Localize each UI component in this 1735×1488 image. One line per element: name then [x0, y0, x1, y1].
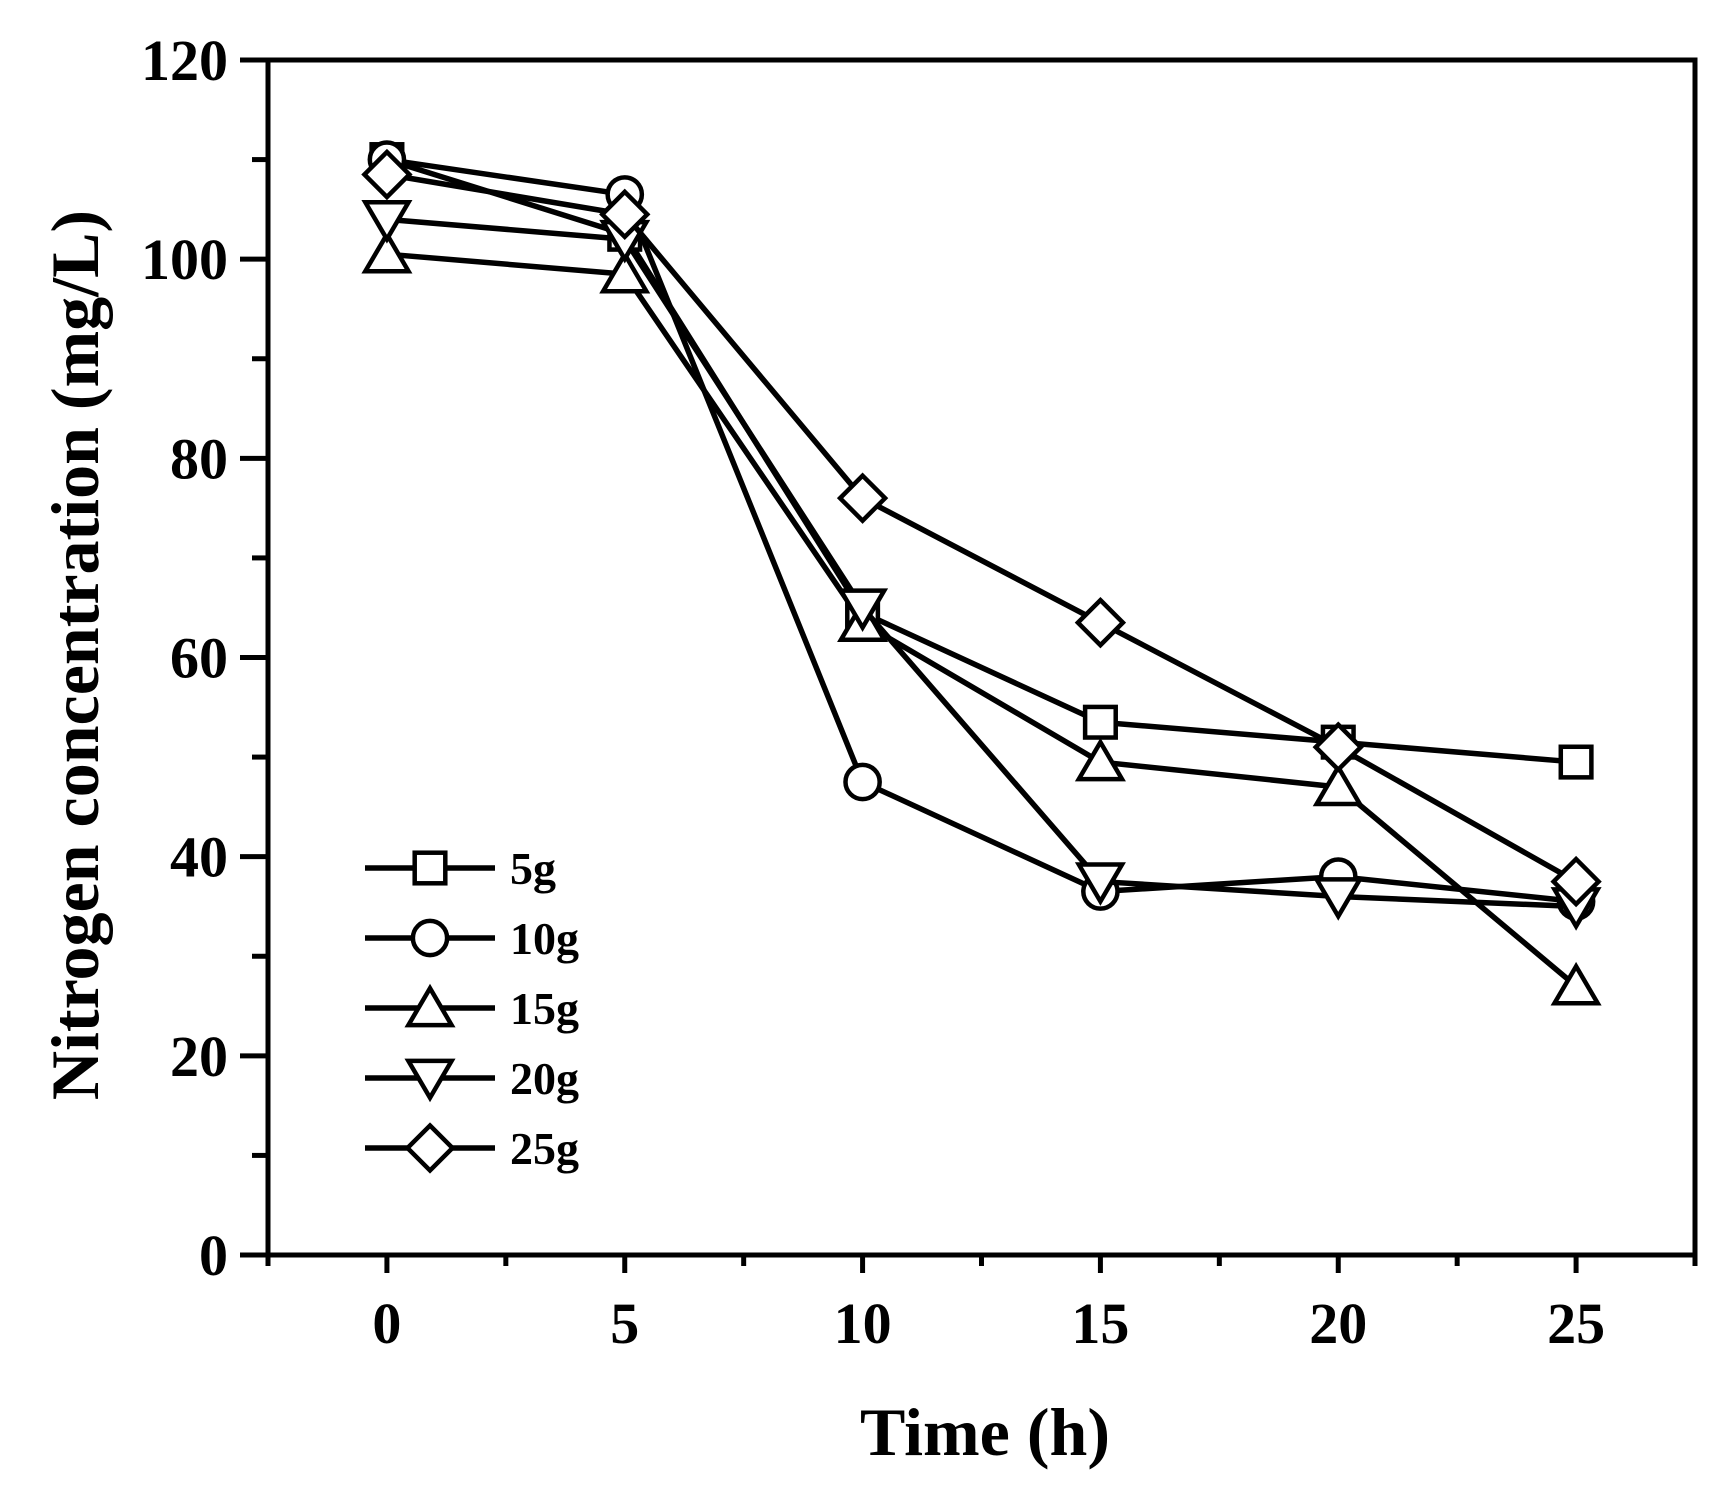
data-point-20g	[837, 588, 889, 632]
x-tick-label: 25	[1547, 1291, 1605, 1356]
data-point-25g	[836, 472, 889, 524]
data-point-15g	[1074, 737, 1126, 782]
series-25g	[361, 148, 1602, 908]
x-tick-label: 15	[1071, 1291, 1129, 1356]
data-point-15g	[1312, 762, 1364, 807]
legend-item-5g: 5g	[365, 843, 556, 894]
y-tick-label: 0	[199, 1223, 228, 1288]
series-line-10g	[386, 156, 1577, 905]
data-point-25g	[1312, 721, 1364, 773]
y-axis: 0 20 40 60 80 100 120	[141, 28, 268, 1288]
series-10g	[367, 140, 1596, 921]
data-point-5g	[1558, 744, 1594, 780]
series-line-5g	[386, 156, 1577, 765]
y-tick-label: 60	[170, 626, 228, 691]
legend-label: 25g	[510, 1123, 579, 1174]
y-tick-label: 40	[170, 825, 228, 890]
legend-label: 5g	[510, 843, 556, 894]
y-tick-label: 100	[141, 227, 228, 292]
plot-marks	[361, 140, 1602, 1006]
legend-item-25g: 25g	[365, 1122, 579, 1174]
legend-item-15g: 15g	[365, 983, 579, 1034]
data-point-15g	[361, 229, 413, 274]
x-axis: 0 5 10 15 20 25	[265, 1255, 1698, 1356]
legend-marker-5g	[412, 850, 448, 886]
x-tick-label: 0	[372, 1291, 401, 1356]
legend-label: 15g	[510, 983, 579, 1034]
legend-marker-20g	[404, 1058, 456, 1103]
legend: 5g 10g 15g 20g 25g	[365, 843, 579, 1174]
data-point-15g	[1550, 961, 1602, 1006]
data-point-20g	[361, 199, 413, 244]
data-point-15g	[599, 249, 651, 294]
legend-marker-25g	[404, 1122, 456, 1174]
series-5g	[369, 142, 1594, 780]
x-tick-label: 10	[834, 1291, 892, 1356]
legend-label: 20g	[510, 1053, 579, 1104]
series-line-15g	[386, 251, 1578, 989]
data-point-20g	[1312, 877, 1364, 921]
x-tick-label: 20	[1309, 1291, 1367, 1356]
legend-marker-10g	[410, 918, 450, 958]
legend-item-10g: 10g	[365, 913, 579, 964]
y-tick-label: 120	[141, 28, 228, 93]
y-axis-title: Nitrogen concentration (mg/L)	[37, 210, 113, 1100]
data-point-25g	[599, 188, 651, 241]
x-tick-label: 5	[610, 1291, 639, 1356]
data-point-20g	[1074, 862, 1126, 906]
y-tick-label: 80	[170, 426, 228, 491]
legend-item-20g: 20g	[365, 1053, 579, 1104]
series-line-25g	[386, 171, 1578, 884]
data-point-5g	[1082, 704, 1118, 740]
data-point-25g	[1550, 855, 1602, 908]
legend-marker-15g	[404, 983, 456, 1028]
series-15g	[361, 229, 1602, 1006]
data-point-25g	[361, 148, 413, 201]
y-tick-label: 20	[170, 1024, 228, 1089]
series-20g	[361, 199, 1602, 931]
data-point-10g	[843, 762, 882, 802]
data-point-25g	[1074, 596, 1127, 649]
series-line-20g	[386, 216, 1577, 910]
x-axis-title: Time (h)	[860, 1394, 1110, 1470]
legend-label: 10g	[510, 913, 579, 964]
